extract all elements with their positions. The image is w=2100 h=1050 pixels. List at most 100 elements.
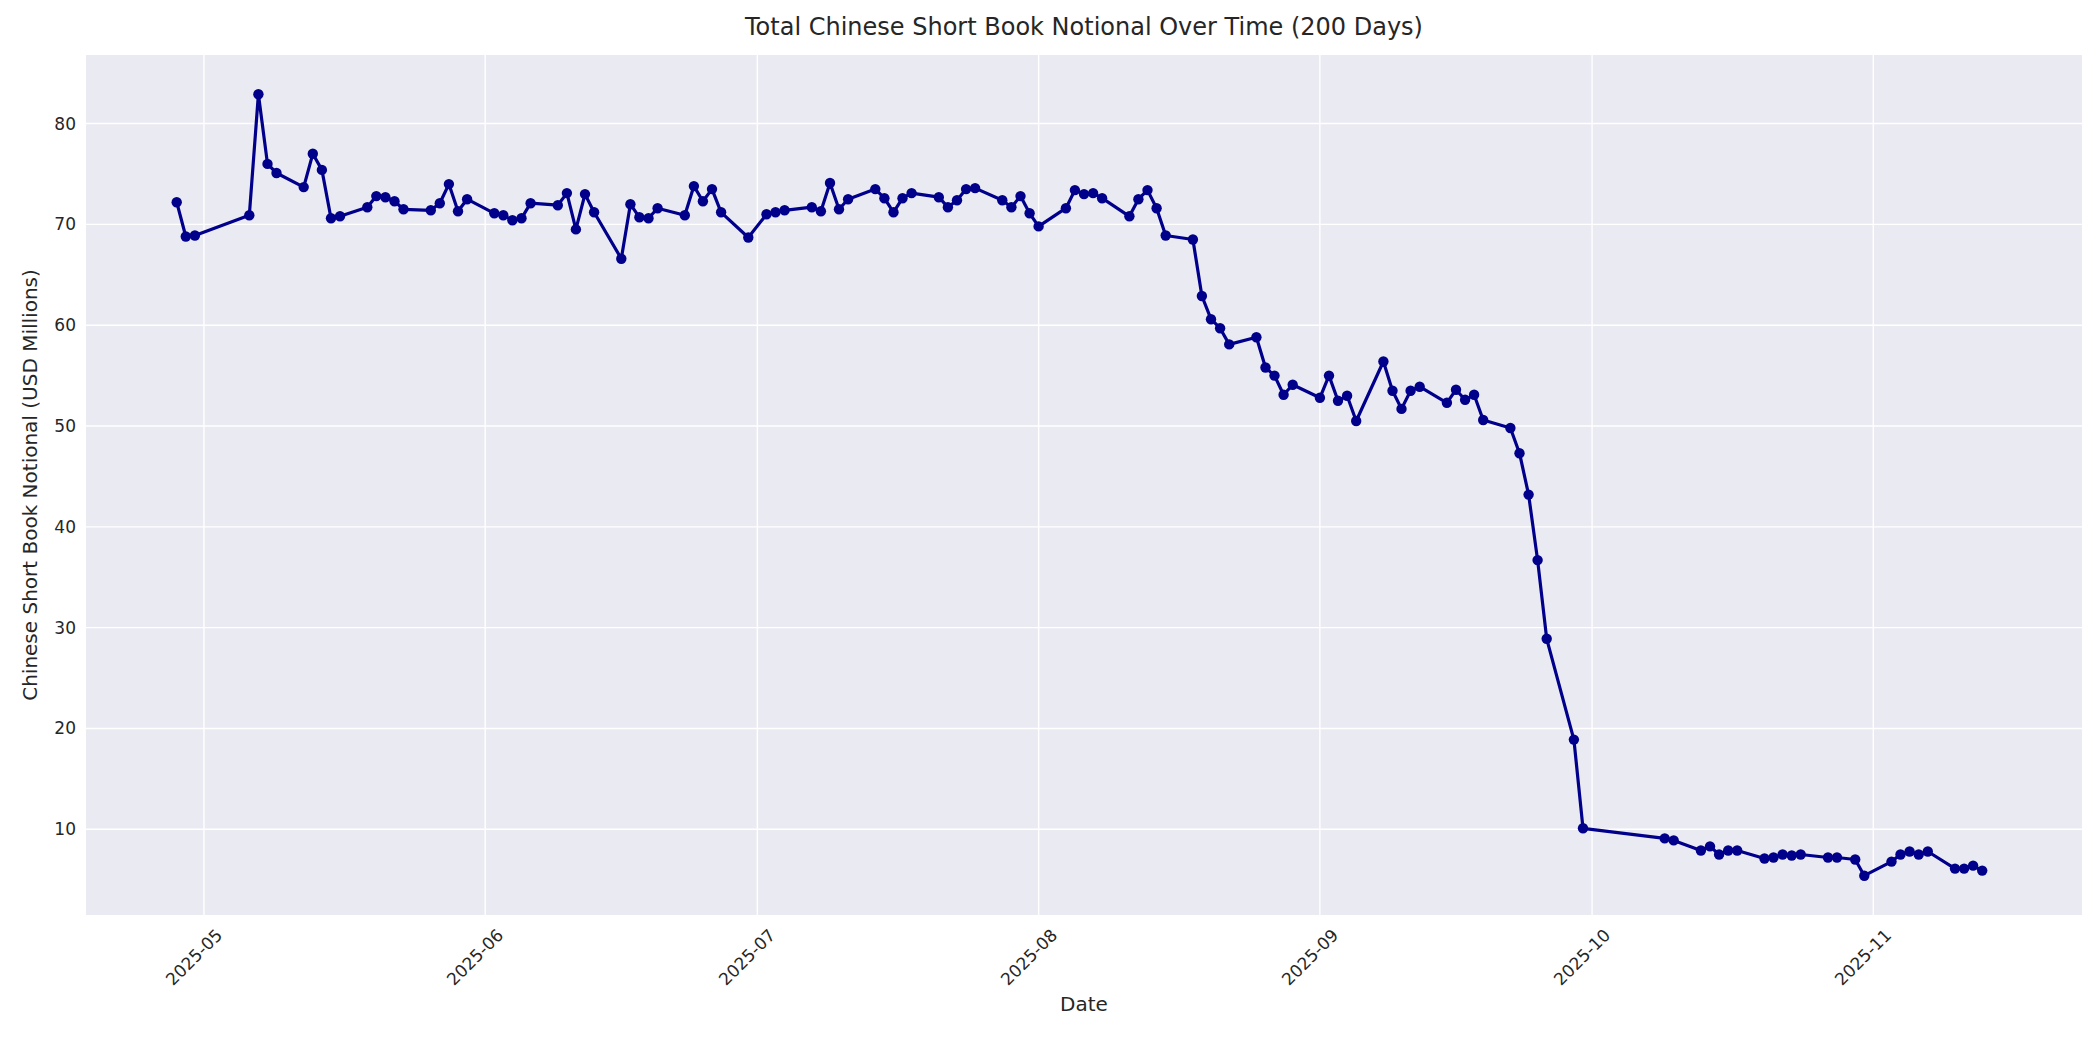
data-point-marker: [779, 205, 789, 215]
data-point-marker: [362, 202, 372, 212]
data-point-marker: [743, 232, 753, 242]
data-point-marker: [371, 191, 381, 201]
data-point-marker: [190, 230, 200, 240]
data-point-marker: [244, 210, 254, 220]
data-point-marker: [961, 184, 971, 194]
data-point-marker: [634, 212, 644, 222]
data-point-marker: [308, 149, 318, 159]
data-point-marker: [1850, 854, 1860, 864]
data-point-marker: [498, 210, 508, 220]
data-point-marker: [1197, 291, 1207, 301]
x-tick-label: 2025-07: [715, 925, 779, 989]
data-point-marker: [181, 231, 191, 241]
data-point-marker: [1705, 841, 1715, 851]
data-point-marker: [1088, 188, 1098, 198]
data-point-marker: [1006, 202, 1016, 212]
data-point-marker: [1133, 194, 1143, 204]
data-point-marker: [1251, 332, 1261, 342]
data-point-marker: [571, 224, 581, 234]
data-point-marker: [525, 198, 535, 208]
data-point-marker: [1415, 382, 1425, 392]
data-point-marker: [426, 205, 436, 215]
data-point-marker: [1269, 370, 1279, 380]
y-tick-label: 60: [16, 313, 76, 337]
data-point-marker: [1759, 853, 1769, 863]
data-point-marker: [1151, 203, 1161, 213]
data-point-marker: [906, 188, 916, 198]
data-point-marker: [1895, 849, 1905, 859]
data-point-marker: [1968, 860, 1978, 870]
y-tick-label: 80: [16, 112, 76, 136]
data-point-marker: [1451, 385, 1461, 395]
data-point-marker: [1142, 185, 1152, 195]
data-point-marker: [553, 200, 563, 210]
data-point-marker: [689, 181, 699, 191]
data-point-marker: [1215, 323, 1225, 333]
data-point-marker: [1079, 189, 1089, 199]
data-point-marker: [1796, 849, 1806, 859]
chart-title: Total Chinese Short Book Notional Over T…: [86, 12, 2082, 42]
data-point-marker: [888, 207, 898, 217]
data-point-marker: [1015, 191, 1025, 201]
data-point-marker: [1923, 846, 1933, 856]
data-point-marker: [1904, 846, 1914, 856]
data-point-marker: [299, 182, 309, 192]
data-point-marker: [1505, 423, 1515, 433]
data-point-marker: [652, 203, 662, 213]
x-tick-label: 2025-10: [1550, 925, 1614, 989]
data-point-marker: [1832, 852, 1842, 862]
data-point-marker: [643, 213, 653, 223]
data-point-marker: [398, 204, 408, 214]
data-point-marker: [1959, 863, 1969, 873]
data-point-marker: [1188, 234, 1198, 244]
data-point-marker: [716, 207, 726, 217]
data-point-marker: [897, 193, 907, 203]
data-point-marker: [1351, 416, 1361, 426]
data-point-marker: [516, 213, 526, 223]
data-point-marker: [1478, 415, 1488, 425]
figure: Total Chinese Short Book Notional Over T…: [0, 0, 2100, 1050]
data-point-marker: [943, 202, 953, 212]
y-tick-label: 40: [16, 515, 76, 539]
data-point-marker: [435, 198, 445, 208]
data-point-marker: [580, 189, 590, 199]
data-point-marker: [870, 184, 880, 194]
data-point-marker: [1950, 863, 1960, 873]
data-point-marker: [1224, 339, 1234, 349]
data-point-marker: [1696, 845, 1706, 855]
data-point-marker: [1315, 393, 1325, 403]
x-tick-label: 2025-09: [1278, 925, 1342, 989]
data-point-marker: [770, 207, 780, 217]
data-point-marker: [172, 197, 182, 207]
data-point-marker: [707, 184, 717, 194]
y-tick-label: 10: [16, 817, 76, 841]
data-point-marker: [816, 206, 826, 216]
data-point-marker: [1061, 203, 1071, 213]
y-tick-label: 20: [16, 716, 76, 740]
data-point-marker: [1660, 833, 1670, 843]
data-point-marker: [698, 196, 708, 206]
y-tick-label: 50: [16, 414, 76, 438]
data-point-marker: [934, 192, 944, 202]
data-point-marker: [1714, 849, 1724, 859]
data-point-marker: [380, 192, 390, 202]
data-point-marker: [1859, 871, 1869, 881]
data-point-marker: [489, 208, 499, 218]
data-point-marker: [562, 188, 572, 198]
data-point-marker: [970, 183, 980, 193]
data-point-marker: [1523, 489, 1533, 499]
data-point-marker: [262, 159, 272, 169]
data-point-marker: [1024, 208, 1034, 218]
plot-area: [86, 55, 2082, 915]
data-point-marker: [589, 207, 599, 217]
data-point-marker: [1405, 386, 1415, 396]
data-point-marker: [1460, 395, 1470, 405]
data-point-marker: [1161, 230, 1171, 240]
data-point-marker: [507, 215, 517, 225]
data-point-marker: [1977, 865, 1987, 875]
data-point-marker: [1387, 386, 1397, 396]
data-point-marker: [843, 194, 853, 204]
data-point-marker: [335, 211, 345, 221]
data-point-marker: [1033, 221, 1043, 231]
x-tick-label: 2025-05: [162, 925, 226, 989]
